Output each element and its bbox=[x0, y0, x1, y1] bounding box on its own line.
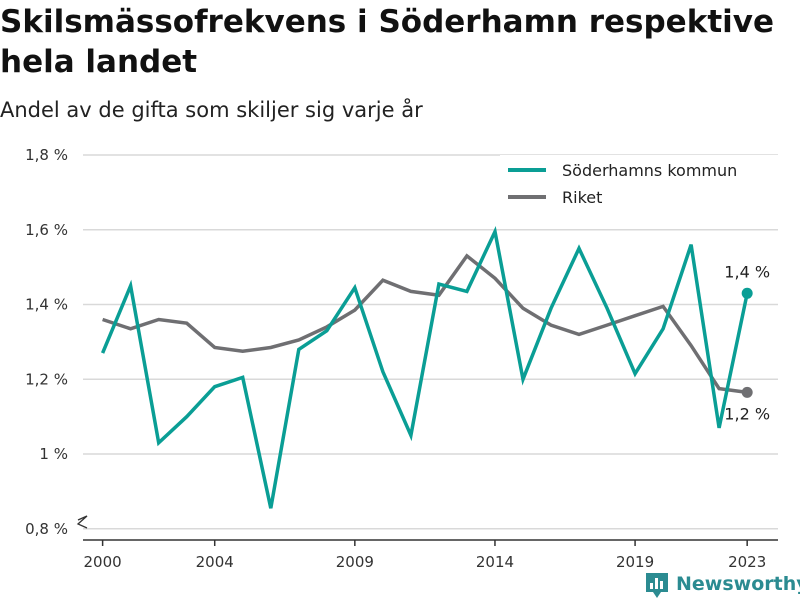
y-tick-label: 1,8 % bbox=[25, 146, 68, 164]
y-tick-label: 1 % bbox=[39, 445, 68, 463]
end-labels: 1,4 % 1,2 % bbox=[724, 262, 770, 423]
series-line-soderhamn bbox=[100, 225, 749, 509]
y-tick-label: 0,8 % bbox=[25, 520, 68, 538]
x-tick-label: 2004 bbox=[196, 553, 234, 571]
legend-background bbox=[500, 155, 778, 213]
newsworthy-logo: Newsworthy bbox=[646, 573, 800, 598]
y-tick-label: 1,6 % bbox=[25, 221, 68, 239]
x-tick-label: 2009 bbox=[336, 553, 374, 571]
legend-label-riket: Riket bbox=[562, 188, 602, 207]
x-tick-label: 2023 bbox=[728, 553, 766, 571]
end-point-soderhamn bbox=[741, 287, 753, 299]
x-tick-label: 2000 bbox=[84, 553, 122, 571]
brand-name: Newsworthy bbox=[676, 573, 800, 595]
x-tick-label: 2014 bbox=[476, 553, 514, 571]
legend-label-soderhamn: Söderhamns kommun bbox=[562, 161, 737, 180]
series-lines bbox=[100, 225, 753, 509]
axes: 0,8 % 1 % 1,2 % 1,4 % 1,6 % 1,8 % 2000 2004 2009… bbox=[25, 146, 778, 571]
x-tick-label: 2019 bbox=[616, 553, 654, 571]
end-label-riket: 1,2 % bbox=[724, 404, 770, 423]
chart-title: Skilsmässofrekvens i Söderhamn respektiv… bbox=[0, 4, 775, 80]
bar-chart-logo-icon bbox=[646, 573, 668, 598]
end-label-soderhamn: 1,4 % bbox=[724, 262, 770, 281]
end-point-riket bbox=[741, 386, 753, 398]
chart-subtitle: Andel av de gifta som skiljer sig varje … bbox=[0, 98, 423, 122]
axis-break-icon bbox=[76, 515, 88, 529]
y-tick-label: 1,2 % bbox=[25, 370, 68, 388]
y-tick-label: 1,4 % bbox=[25, 296, 68, 314]
series-line-riket bbox=[102, 253, 748, 395]
legend: Söderhamns kommun Riket bbox=[500, 155, 778, 213]
